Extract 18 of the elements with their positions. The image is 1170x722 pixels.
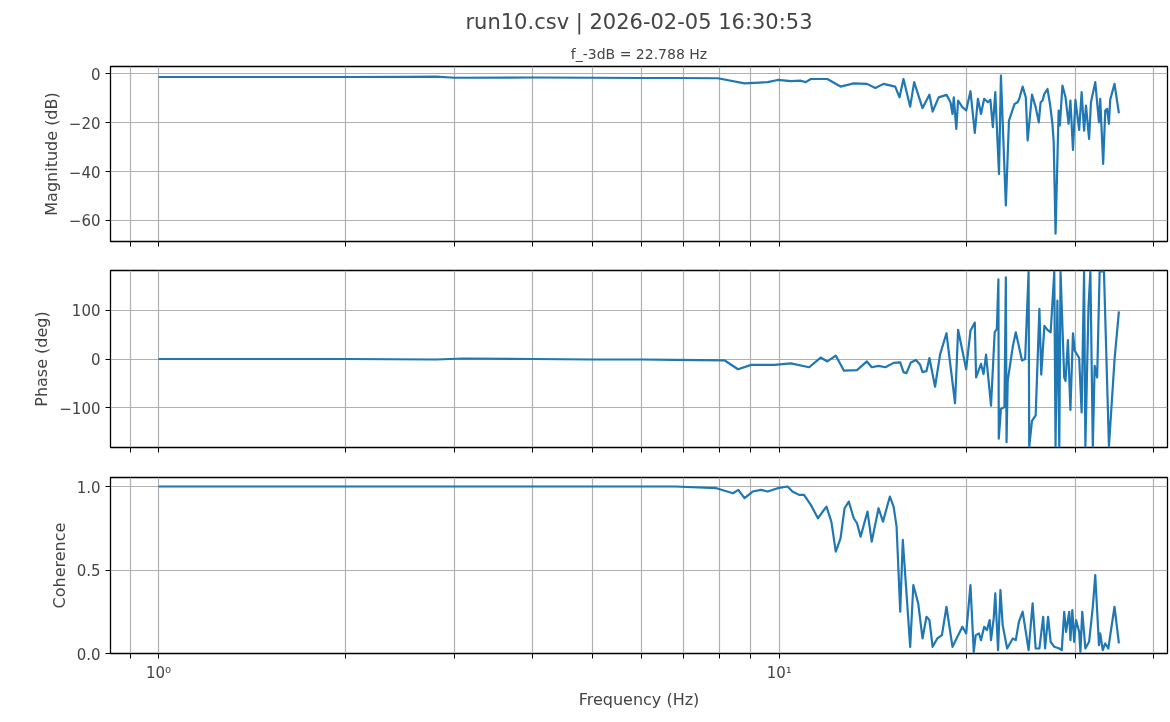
- y-axis-title: Coherence: [49, 522, 69, 609]
- y-tick-label: 100: [71, 302, 101, 321]
- y-tick-label: −20: [68, 114, 101, 133]
- y-tick-label: −100: [59, 399, 101, 418]
- y-axis-title: Magnitude (dB): [41, 92, 61, 216]
- y-tick-label: −40: [68, 163, 101, 182]
- x-axis-title: Frequency (Hz): [578, 689, 700, 709]
- y-tick-label: 1.0: [76, 478, 101, 497]
- y-tick-label: 0.0: [76, 645, 101, 664]
- y-tick-label: 0: [90, 351, 101, 369]
- y-tick-label: −60: [68, 212, 101, 231]
- y-tick-label: 0.5: [76, 562, 101, 581]
- chart-subtitle: f_-3dB = 22.788 Hz: [570, 45, 708, 62]
- y-tick-label: 0: [90, 65, 101, 84]
- chart-title: run10.csv | 2026-02-05 16:30:53: [465, 9, 813, 35]
- x-tick-label: 10¹: [766, 663, 792, 682]
- x-tick-label: 10⁰: [145, 663, 172, 682]
- y-axis-title: Phase (deg): [32, 311, 52, 407]
